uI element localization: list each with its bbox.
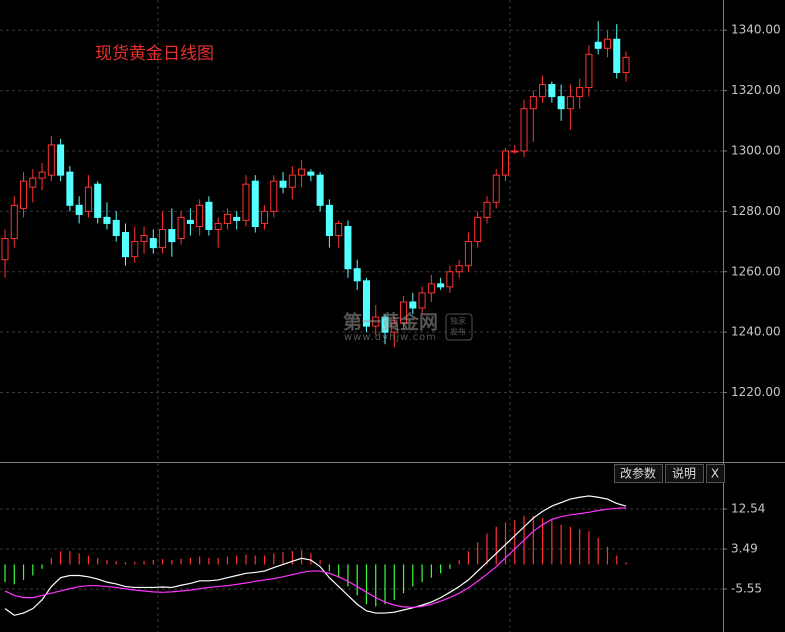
candle-body [196, 204, 204, 227]
candle-body [214, 222, 222, 230]
candle-body [131, 241, 139, 258]
y-tick-label: 1280.00 [731, 204, 781, 218]
candle-body [353, 268, 361, 282]
candle-body [29, 177, 37, 188]
candle-body [298, 168, 306, 176]
macd-line [4, 507, 627, 608]
toolbar-button-label[interactable]: 说明 [672, 466, 696, 481]
candle-body [344, 225, 352, 270]
candle-body [557, 96, 565, 110]
candle-body [474, 216, 482, 243]
candle-body [251, 180, 259, 227]
candle-body [94, 183, 102, 218]
candle-body [168, 228, 176, 243]
toolbar-button[interactable] [665, 464, 704, 483]
candle-body [529, 96, 537, 110]
candle-body [613, 38, 621, 73]
candle-body [381, 316, 389, 333]
y-tick-label: 1300.00 [731, 143, 781, 157]
candle-body [307, 171, 315, 176]
y-tick-label: 1220.00 [731, 385, 781, 399]
y-tick-label: 1340.00 [731, 23, 781, 37]
candle-body [159, 228, 167, 249]
candle-body [242, 183, 250, 221]
candle-body [501, 150, 510, 176]
candle-body [464, 241, 472, 267]
candle-body [47, 144, 55, 176]
candle-body [10, 204, 18, 240]
candle-body [223, 213, 231, 224]
candle-body [140, 235, 148, 243]
candle-body [511, 150, 519, 153]
plot-area: 1220.00 1240.00 1260.00 1280.00 1300.00 1320.… [0, 21, 781, 616]
candle-body [177, 216, 185, 240]
watermark-badge-text: 发布 [450, 327, 466, 337]
candle-body [288, 174, 296, 188]
chart-title: 现货黄金日线图 [95, 44, 214, 64]
candle-body [270, 180, 278, 212]
candle-body [84, 186, 92, 212]
candle-body [455, 265, 463, 273]
candle-body [1, 238, 9, 261]
candle-body [325, 204, 333, 237]
watermark-badge-text: 独家 [450, 316, 466, 326]
candle-body [594, 41, 602, 49]
candle-body [205, 201, 213, 230]
candle-body [103, 216, 111, 224]
candle-body [492, 174, 500, 203]
candle-body [603, 38, 611, 49]
candle-body [483, 201, 491, 218]
toolbar-button-label[interactable]: X [711, 467, 719, 481]
watermark-url: www.dyhjw.com [344, 332, 437, 343]
candle-body [66, 171, 74, 206]
y-tick-label: 1240.00 [731, 325, 781, 339]
candle-body [576, 87, 584, 98]
candle-body [390, 322, 398, 333]
candle-body [233, 216, 241, 221]
watermark-title: 第一黄金网 [343, 311, 438, 334]
toolbar-button-label[interactable]: 改参数 [620, 466, 656, 481]
candle-body [427, 283, 435, 294]
candle-body [316, 174, 324, 206]
candle-body [446, 271, 454, 288]
toolbar: 改参数 说明 X [614, 464, 725, 483]
y-tick-label: 3.49 [731, 542, 758, 556]
candle-body [548, 84, 556, 98]
candle-body [539, 84, 547, 98]
candle-body [57, 144, 65, 176]
y-tick-label: 1260.00 [731, 264, 781, 278]
candle-body [112, 219, 120, 237]
candle-body [400, 301, 408, 324]
candle-body [261, 210, 269, 224]
candle-body [75, 204, 83, 215]
candle-body [622, 56, 630, 73]
y-tick-label: 1320.00 [731, 83, 781, 97]
candle-body [372, 316, 380, 327]
candle-body [38, 171, 46, 179]
macd-line [4, 495, 627, 616]
candle-body [149, 238, 157, 249]
watermark-badge [445, 313, 473, 341]
candle-body [362, 280, 370, 327]
candle-body [520, 108, 528, 152]
candle-body [121, 232, 130, 258]
candle-body [335, 222, 343, 237]
candle-body [585, 53, 593, 89]
candle-body [566, 96, 574, 110]
candle-body [20, 180, 28, 209]
toolbar-button[interactable] [706, 464, 725, 483]
candle-body [437, 283, 445, 288]
candle-body [279, 180, 287, 188]
y-tick-label: -5.55 [731, 581, 762, 595]
watermark: 第一黄金网 www.dyhjw.com 独家 发布 [343, 311, 473, 343]
toolbar-button[interactable] [614, 464, 663, 483]
candle-body [186, 219, 194, 224]
candle-body [418, 292, 426, 309]
y-tick-label: 12.54 [731, 502, 765, 516]
candle-body [409, 301, 417, 309]
